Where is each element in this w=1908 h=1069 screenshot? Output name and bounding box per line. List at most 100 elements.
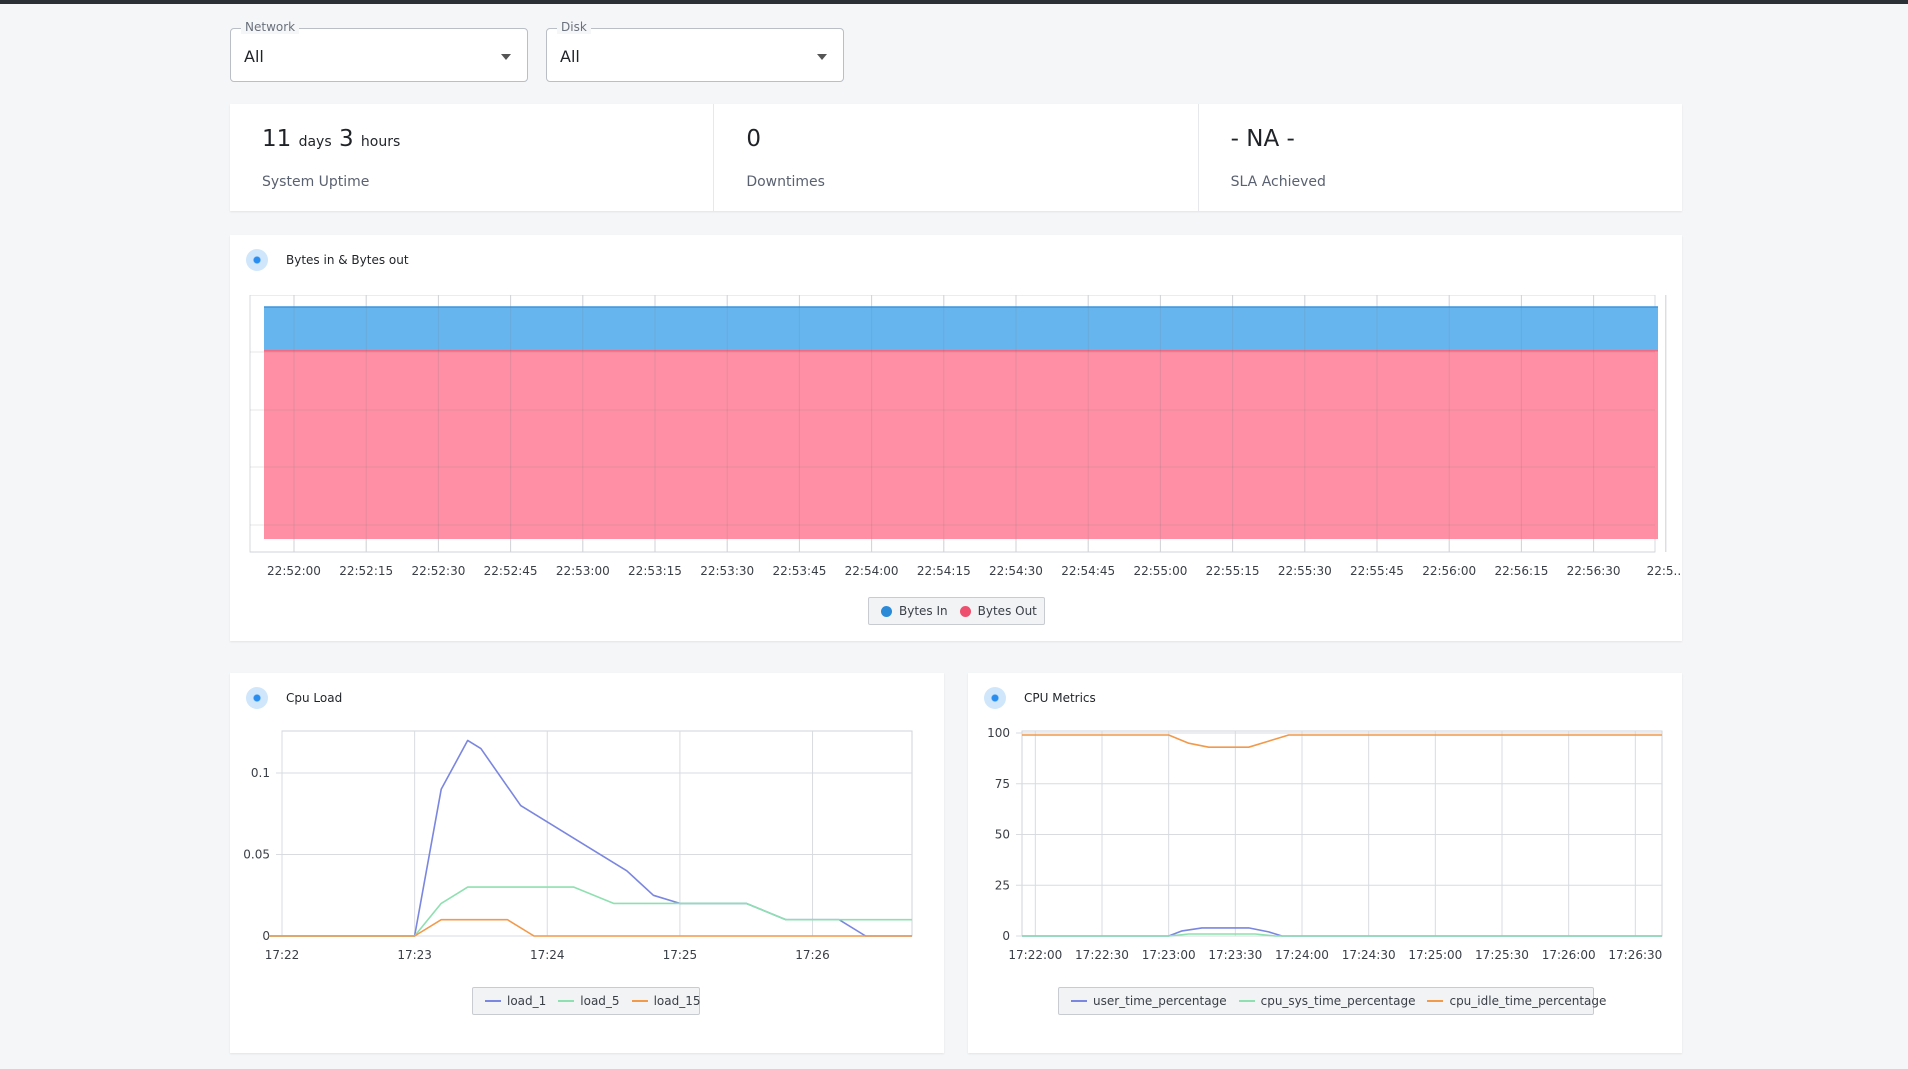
downtimes-value: 0 [746,126,761,152]
x-tick-label: 22:53:00 [556,564,610,578]
x-tick-label: 17:22:00 [1008,948,1062,962]
x-tick-label: 22:56:15 [1494,564,1548,578]
x-tick-label: 22:54:15 [917,564,971,578]
downtimes-label: Downtimes [746,174,825,190]
user-time-swatch [1071,1000,1087,1002]
load-15-swatch [631,1000,648,1002]
sla-stat: - NA - SLA Achieved [1199,104,1682,211]
uptime-value: 11 days 3 hours [262,126,400,152]
y-tick-label: 0.05 [243,848,270,862]
legend-item-sys-time[interactable]: cpu_sys_time_percentage [1238,994,1416,1008]
x-tick-label: 22:55:00 [1133,564,1187,578]
x-tick-label: 17:25 [663,948,698,962]
disk-select-label: Disk [557,20,591,34]
x-tick-label: 22:56:30 [1567,564,1621,578]
x-tick-label: 22:55:30 [1278,564,1332,578]
chart-icon [246,249,268,271]
x-tick-label: 22:52:45 [484,564,538,578]
legend-label: cpu_idle_time_percentage [1449,994,1607,1008]
legend-item-load-5[interactable]: load_5 [558,994,620,1008]
x-tick-label: 22:56:00 [1422,564,1476,578]
y-tick-label: 0 [262,929,270,943]
sys-time-swatch [1238,1000,1255,1002]
x-tick-label: 22:52:30 [411,564,465,578]
x-tick-label: 22:54:45 [1061,564,1115,578]
stats-card: 11 days 3 hours System Uptime 0 Downtime… [230,104,1682,211]
x-tick-label: 22:52:15 [339,564,393,578]
x-tick-label: 17:22 [265,948,300,962]
bytes-out-swatch [959,605,971,617]
y-tick-label: 0.1 [251,766,270,780]
x-tick-label: 17:24 [530,948,565,962]
cpu-metrics-panel-title: CPU Metrics [1024,691,1096,705]
bytes-chart: 22:52:00 22:52:15 22:52:30 22:52:45 22:53:00… [249,295,1682,578]
network-select-label: Network [241,20,300,34]
series-line-user_time_percentage [1022,927,1662,937]
series-line-cpu_sys_time_percentage [1022,933,1662,937]
legend-item-user-time[interactable]: user_time_percentage [1071,994,1227,1008]
x-tick-label: 22:55:15 [1206,564,1260,578]
x-tick-label: 17:26:30 [1608,948,1662,962]
bytes-in-swatch [881,605,892,617]
y-tick-label: 50 [995,828,1010,842]
x-tick-label: 22:53:30 [700,564,754,578]
legend-item-load-15[interactable]: load_15 [631,994,701,1008]
sla-label: SLA Achieved [1230,174,1326,190]
top-bar [0,0,1908,4]
bytes-legend: Bytes In Bytes Out [868,597,1045,625]
uptime-label: System Uptime [262,174,370,190]
legend-label: user_time_percentage [1093,994,1227,1008]
load-1-swatch [485,1000,501,1002]
uptime-hours-unit: hours [360,134,401,150]
x-tick-label: 17:22:30 [1075,948,1129,962]
downtimes-stat: 0 Downtimes [714,104,1199,211]
plot-border [1021,730,1663,937]
chart-icon [246,687,268,709]
x-tick-label: 17:23:00 [1142,948,1196,962]
cpu-load-panel: Cpu Load 17:22 17:23 17:24 17:25 17:26 0 0.05 0… [230,673,944,1053]
x-tick-label: 22:52:00 [267,564,321,578]
series-line-load_5 [268,886,912,937]
load-5-swatch [558,1000,575,1002]
legend-label: Bytes Out [977,604,1037,618]
legend-label: load_5 [580,994,620,1008]
x-tick-label: 17:26 [795,948,830,962]
x-tick-label: 17:23 [397,948,432,962]
sla-value: - NA - [1230,126,1295,152]
area-bytes-in [264,307,1658,351]
legend-item-bytes-out[interactable]: Bytes Out [959,604,1037,618]
cpu-metrics-panel: CPU Metrics 17:22:00 17:22:30 17:23:00 17:2… [968,673,1682,1053]
legend-item-load-1[interactable]: load_1 [485,994,546,1008]
legend-label: load_15 [653,994,701,1008]
legend-item-idle-time[interactable]: cpu_idle_time_percentage [1427,994,1606,1008]
legend-item-bytes-in[interactable]: Bytes In [881,604,948,618]
series-line-cpu_idle_time_percentage [1022,734,1662,748]
x-tick-label: 17:25:30 [1475,948,1529,962]
idle-time-swatch [1427,1000,1444,1002]
cpu-load-panel-title: Cpu Load [286,691,343,705]
uptime-stat: 11 days 3 hours System Uptime [230,104,715,211]
disk-select[interactable]: Disk All [546,20,844,82]
legend-label: Bytes In [899,604,948,618]
network-select[interactable]: Network All [230,20,528,82]
x-tick-label: 22:53:45 [772,564,826,578]
x-tick-label: 17:25:00 [1408,948,1462,962]
plot-border [281,730,913,937]
x-tick-label: 22:55:45 [1350,564,1404,578]
x-tick-label: 17:24:30 [1342,948,1396,962]
x-tick-label: 22:5... [1647,564,1682,578]
x-tick-label: 22:54:30 [989,564,1043,578]
cpu-metrics-chart: 17:22:00 17:22:30 17:23:00 17:23:30 17:24:00… [987,726,1663,962]
uptime-days: 11 [262,126,292,152]
legend-label: load_1 [507,994,547,1008]
area-bytes-out [264,350,1658,539]
series-line-load_1 [268,739,912,937]
y-tick-label: 25 [995,878,1010,892]
y-tick-label: 100 [987,726,1010,740]
chevron-down-icon [817,54,827,60]
uptime-days-unit: days [298,134,332,150]
series-line-load_15 [268,918,912,937]
network-select-value: All [244,47,264,66]
legend-label: cpu_sys_time_percentage [1260,994,1416,1008]
x-tick-label: 17:24:00 [1275,948,1329,962]
